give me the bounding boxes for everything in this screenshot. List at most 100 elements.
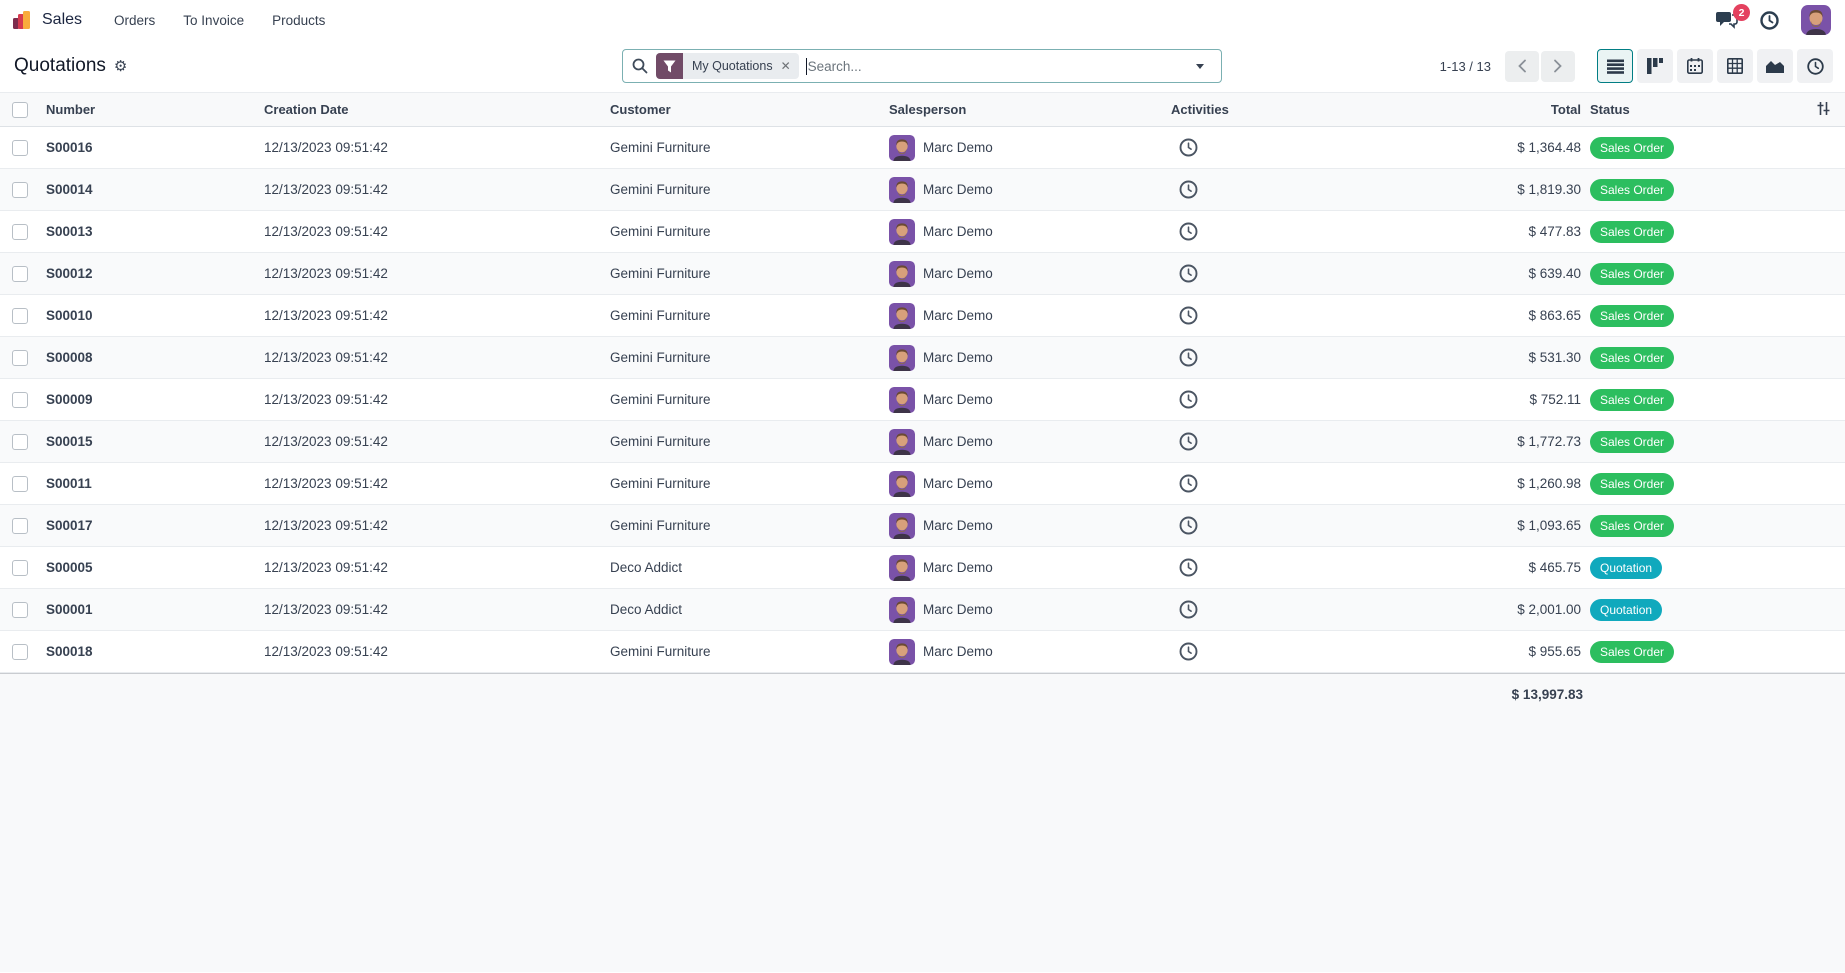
row-checkbox[interactable] — [12, 391, 28, 408]
column-header-salesperson[interactable]: Salesperson — [885, 92, 1167, 127]
column-header-status[interactable]: Status — [1583, 92, 1781, 127]
total-amount[interactable]: $ 1,819.30 — [1358, 168, 1583, 211]
table-row[interactable]: S00017 12/13/2023 09:51:42 Gemini Furnit… — [0, 504, 1845, 547]
table-row[interactable]: S00014 12/13/2023 09:51:42 Gemini Furnit… — [0, 168, 1845, 211]
customer-name[interactable]: Gemini Furniture — [606, 210, 885, 253]
table-row[interactable]: S00015 12/13/2023 09:51:42 Gemini Furnit… — [0, 420, 1845, 463]
column-header-customer[interactable]: Customer — [606, 92, 885, 127]
total-amount[interactable]: $ 477.83 — [1358, 210, 1583, 253]
creation-date[interactable]: 12/13/2023 09:51:42 — [260, 504, 606, 547]
user-avatar[interactable] — [1801, 5, 1831, 35]
quotation-number[interactable]: S00015 — [42, 420, 260, 463]
search-input[interactable]: My Quotations ✕ Search... — [622, 49, 1222, 83]
quotation-number[interactable]: S00005 — [42, 546, 260, 589]
activity-clock-icon[interactable] — [1179, 642, 1198, 661]
activity-clock-icon[interactable] — [1179, 306, 1198, 325]
pager-previous-button[interactable] — [1505, 50, 1539, 82]
quotation-number[interactable]: S00001 — [42, 588, 260, 631]
salesperson-name[interactable]: Marc Demo — [923, 602, 993, 617]
row-checkbox[interactable] — [12, 223, 28, 240]
salesperson-name[interactable]: Marc Demo — [923, 266, 993, 281]
nav-item-orders[interactable]: Orders — [114, 12, 156, 28]
creation-date[interactable]: 12/13/2023 09:51:42 — [260, 378, 606, 421]
customer-name[interactable]: Gemini Furniture — [606, 630, 885, 673]
creation-date[interactable]: 12/13/2023 09:51:42 — [260, 462, 606, 505]
quotation-number[interactable]: S00018 — [42, 630, 260, 673]
quotation-number[interactable]: S00016 — [42, 126, 260, 169]
kanban-view-button[interactable] — [1637, 49, 1673, 83]
salesperson-name[interactable]: Marc Demo — [923, 476, 993, 491]
total-amount[interactable]: $ 639.40 — [1358, 252, 1583, 295]
column-header-activities[interactable]: Activities — [1167, 92, 1358, 127]
pivot-view-button[interactable] — [1717, 49, 1753, 83]
table-row[interactable]: S00016 12/13/2023 09:51:42 Gemini Furnit… — [0, 126, 1845, 169]
customer-name[interactable]: Gemini Furniture — [606, 462, 885, 505]
table-row[interactable]: S00018 12/13/2023 09:51:42 Gemini Furnit… — [0, 630, 1845, 673]
list-view-button[interactable] — [1597, 49, 1633, 83]
column-header-creation-date[interactable]: Creation Date — [260, 92, 606, 127]
select-all-checkbox[interactable] — [12, 101, 28, 118]
total-amount[interactable]: $ 531.30 — [1358, 336, 1583, 379]
activity-clock-icon[interactable] — [1179, 180, 1198, 199]
creation-date[interactable]: 12/13/2023 09:51:42 — [260, 126, 606, 169]
quotation-number[interactable]: S00011 — [42, 462, 260, 505]
table-row[interactable]: S00013 12/13/2023 09:51:42 Gemini Furnit… — [0, 210, 1845, 253]
app-name[interactable]: Sales — [42, 11, 83, 28]
table-row[interactable]: S00010 12/13/2023 09:51:42 Gemini Furnit… — [0, 294, 1845, 337]
activity-clock-icon[interactable] — [1179, 474, 1198, 493]
quotation-number[interactable]: S00009 — [42, 378, 260, 421]
total-amount[interactable]: $ 465.75 — [1358, 546, 1583, 589]
salesperson-name[interactable]: Marc Demo — [923, 182, 993, 197]
total-amount[interactable]: $ 1,093.65 — [1358, 504, 1583, 547]
total-amount[interactable]: $ 752.11 — [1358, 378, 1583, 421]
column-header-number[interactable]: Number — [42, 92, 260, 127]
graph-view-button[interactable] — [1757, 49, 1793, 83]
activity-clock-icon[interactable] — [1179, 222, 1198, 241]
total-amount[interactable]: $ 863.65 — [1358, 294, 1583, 337]
activity-clock-icon[interactable] — [1179, 558, 1198, 577]
row-checkbox[interactable] — [12, 517, 28, 534]
creation-date[interactable]: 12/13/2023 09:51:42 — [260, 420, 606, 463]
salesperson-name[interactable]: Marc Demo — [923, 434, 993, 449]
customer-name[interactable]: Gemini Furniture — [606, 420, 885, 463]
activity-clock-icon[interactable] — [1179, 138, 1198, 157]
table-row[interactable]: S00012 12/13/2023 09:51:42 Gemini Furnit… — [0, 252, 1845, 295]
row-checkbox[interactable] — [12, 139, 28, 156]
row-checkbox[interactable] — [12, 307, 28, 324]
salesperson-name[interactable]: Marc Demo — [923, 518, 993, 533]
row-checkbox[interactable] — [12, 601, 28, 618]
customer-name[interactable]: Gemini Furniture — [606, 126, 885, 169]
creation-date[interactable]: 12/13/2023 09:51:42 — [260, 210, 606, 253]
activity-clock-icon[interactable] — [1179, 390, 1198, 409]
total-amount[interactable]: $ 955.65 — [1358, 630, 1583, 673]
row-checkbox[interactable] — [12, 559, 28, 576]
customer-name[interactable]: Gemini Furniture — [606, 378, 885, 421]
salesperson-name[interactable]: Marc Demo — [923, 392, 993, 407]
customer-name[interactable]: Gemini Furniture — [606, 168, 885, 211]
activity-clock-icon[interactable] — [1179, 600, 1198, 619]
row-checkbox[interactable] — [12, 433, 28, 450]
customer-name[interactable]: Gemini Furniture — [606, 252, 885, 295]
row-checkbox[interactable] — [12, 349, 28, 366]
creation-date[interactable]: 12/13/2023 09:51:42 — [260, 252, 606, 295]
creation-date[interactable]: 12/13/2023 09:51:42 — [260, 336, 606, 379]
customer-name[interactable]: Gemini Furniture — [606, 504, 885, 547]
nav-item-to-invoice[interactable]: To Invoice — [183, 12, 245, 28]
table-row[interactable]: S00001 12/13/2023 09:51:42 Deco Addict M… — [0, 588, 1845, 631]
activity-clock-icon[interactable] — [1179, 516, 1198, 535]
total-amount[interactable]: $ 1,772.73 — [1358, 420, 1583, 463]
row-checkbox[interactable] — [12, 265, 28, 282]
table-row[interactable]: S00009 12/13/2023 09:51:42 Gemini Furnit… — [0, 378, 1845, 421]
messages-icon[interactable]: 2 — [1716, 4, 1750, 29]
customer-name[interactable]: Gemini Furniture — [606, 294, 885, 337]
search-dropdown-icon[interactable] — [1187, 50, 1213, 82]
creation-date[interactable]: 12/13/2023 09:51:42 — [260, 588, 606, 631]
salesperson-name[interactable]: Marc Demo — [923, 224, 993, 239]
remove-facet-icon[interactable]: ✕ — [780, 59, 791, 73]
total-amount[interactable]: $ 2,001.00 — [1358, 588, 1583, 631]
salesperson-name[interactable]: Marc Demo — [923, 350, 993, 365]
sales-app-logo-icon[interactable] — [12, 10, 32, 30]
table-row[interactable]: S00005 12/13/2023 09:51:42 Deco Addict M… — [0, 546, 1845, 589]
customer-name[interactable]: Deco Addict — [606, 546, 885, 589]
quotation-number[interactable]: S00012 — [42, 252, 260, 295]
